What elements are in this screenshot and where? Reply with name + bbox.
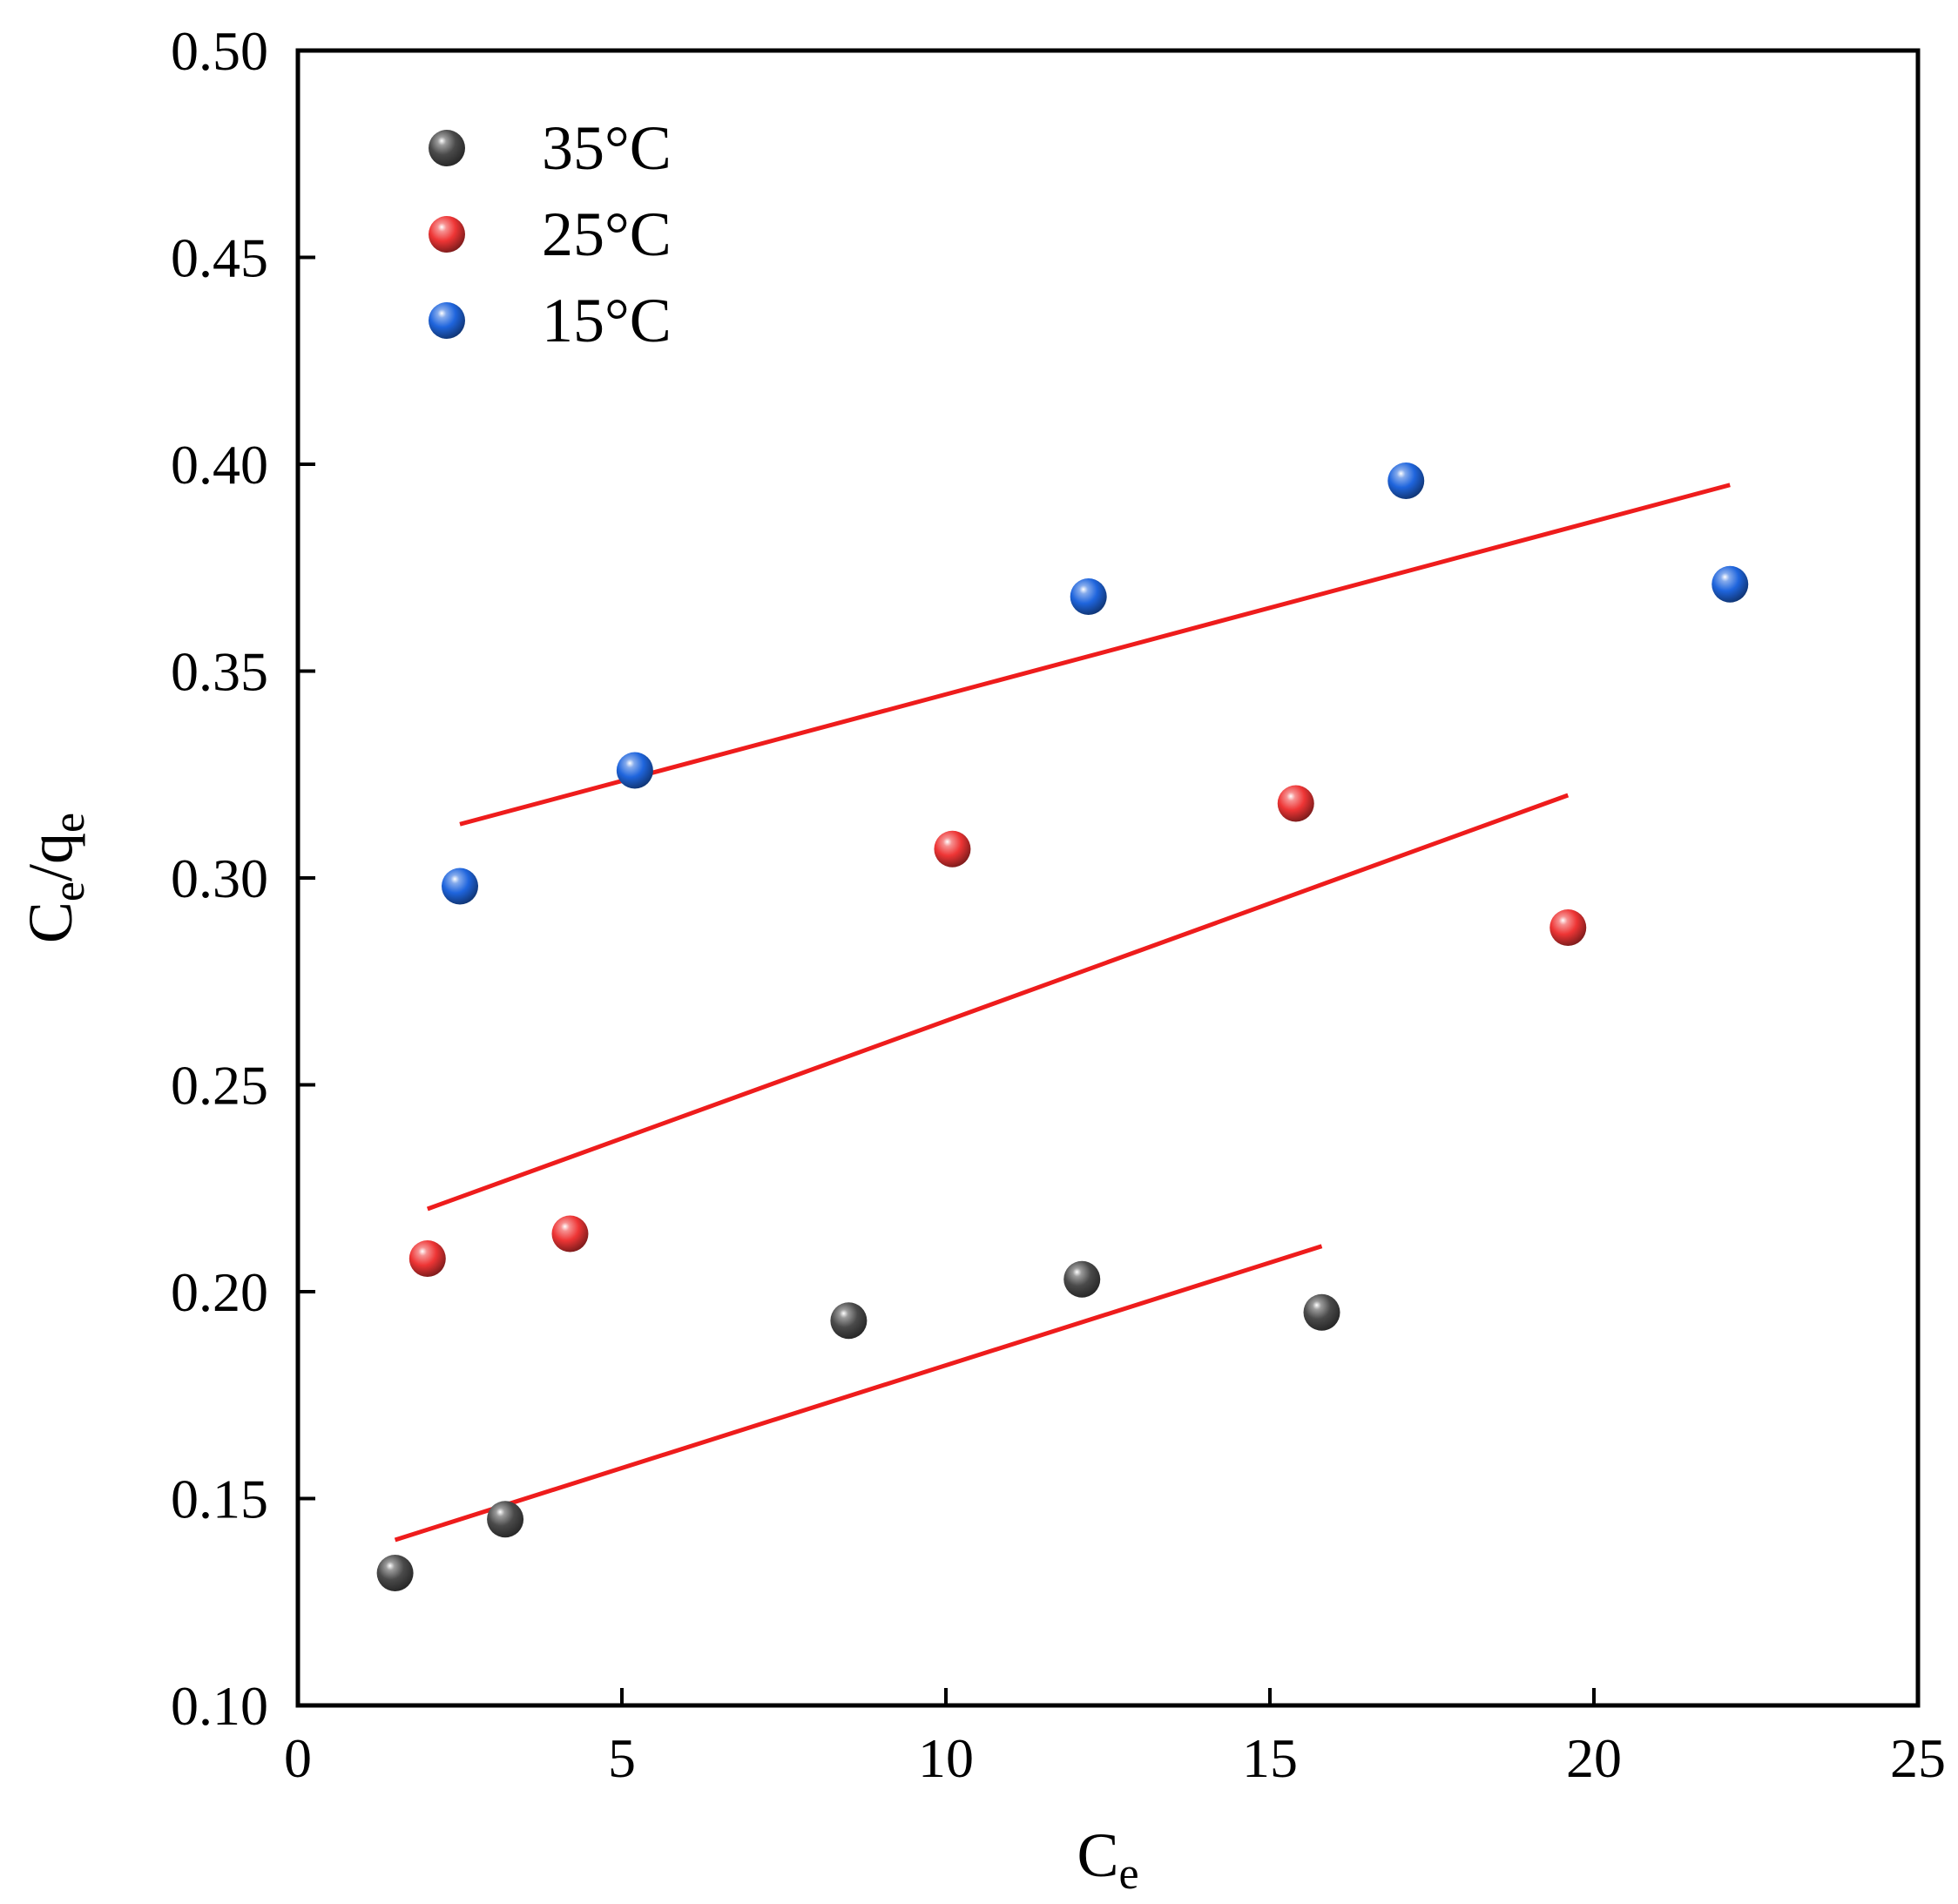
legend-label: 35°C: [542, 113, 672, 183]
plot-frame: [295, 48, 1921, 1708]
point-15C: [1070, 578, 1107, 615]
legend-marker: [429, 216, 465, 253]
point-35C: [1303, 1293, 1340, 1331]
x-tick-label: 25: [1890, 1727, 1946, 1789]
y-axis: 0.10 0.15 0.20 0.25 0.30 0.35 0.40 0.45 0.50: [171, 20, 315, 1737]
point-35C: [376, 1555, 414, 1591]
fit-lines: [394, 483, 1731, 1543]
legend: 35°C 25°C 15°C: [429, 113, 672, 355]
x-tick-label: 20: [1566, 1727, 1622, 1789]
x-axis: 0 5 10 15 20 25: [284, 1688, 1946, 1789]
y-tick-label: 0.30: [171, 847, 268, 909]
x-tick-label: 5: [608, 1727, 636, 1789]
x-tick-label: 15: [1242, 1727, 1298, 1789]
point-35C: [830, 1302, 868, 1340]
fit-line-25C: [426, 793, 1570, 1212]
y-tick-label: 0.45: [171, 227, 268, 289]
y-tick-label: 0.40: [171, 434, 268, 496]
x-axis-title-subscript: e: [1118, 1849, 1138, 1899]
y-tick-label: 0.15: [171, 1469, 268, 1530]
legend-label: 15°C: [542, 286, 672, 355]
point-25C: [551, 1215, 589, 1252]
point-35C: [1063, 1260, 1101, 1298]
point-25C: [408, 1240, 446, 1277]
point-25C: [934, 830, 971, 868]
point-15C: [1712, 565, 1749, 603]
fit-line-35C: [394, 1244, 1323, 1543]
y-axis-title-q: /q: [16, 833, 85, 881]
y-tick-label: 0.10: [171, 1675, 268, 1737]
x-tick-label: 0: [284, 1727, 312, 1789]
x-axis-title-main: C: [1077, 1820, 1118, 1890]
point-25C: [1550, 909, 1587, 946]
legend-label: 25°C: [542, 199, 672, 269]
x-tick-label: 10: [918, 1727, 974, 1789]
data-points: [376, 462, 1749, 1591]
point-15C: [442, 868, 478, 905]
point-15C: [1387, 462, 1425, 499]
legend-marker: [429, 302, 465, 339]
point-35C: [487, 1501, 524, 1538]
point-25C: [1277, 785, 1314, 822]
y-axis-title-c: C: [16, 901, 85, 943]
y-axis-title-sub1: e: [44, 881, 94, 901]
y-axis-title: Ce/qe: [16, 813, 94, 943]
y-tick-label: 0.25: [171, 1055, 268, 1117]
x-axis-title: Ce: [1077, 1820, 1138, 1899]
y-tick-label: 0.35: [171, 641, 268, 703]
fit-line-15C: [459, 483, 1731, 827]
y-axis-title-sub2: e: [44, 813, 94, 833]
y-tick-label: 0.50: [171, 20, 268, 82]
y-tick-label: 0.20: [171, 1261, 268, 1323]
point-15C: [616, 752, 653, 789]
legend-marker: [429, 130, 465, 166]
